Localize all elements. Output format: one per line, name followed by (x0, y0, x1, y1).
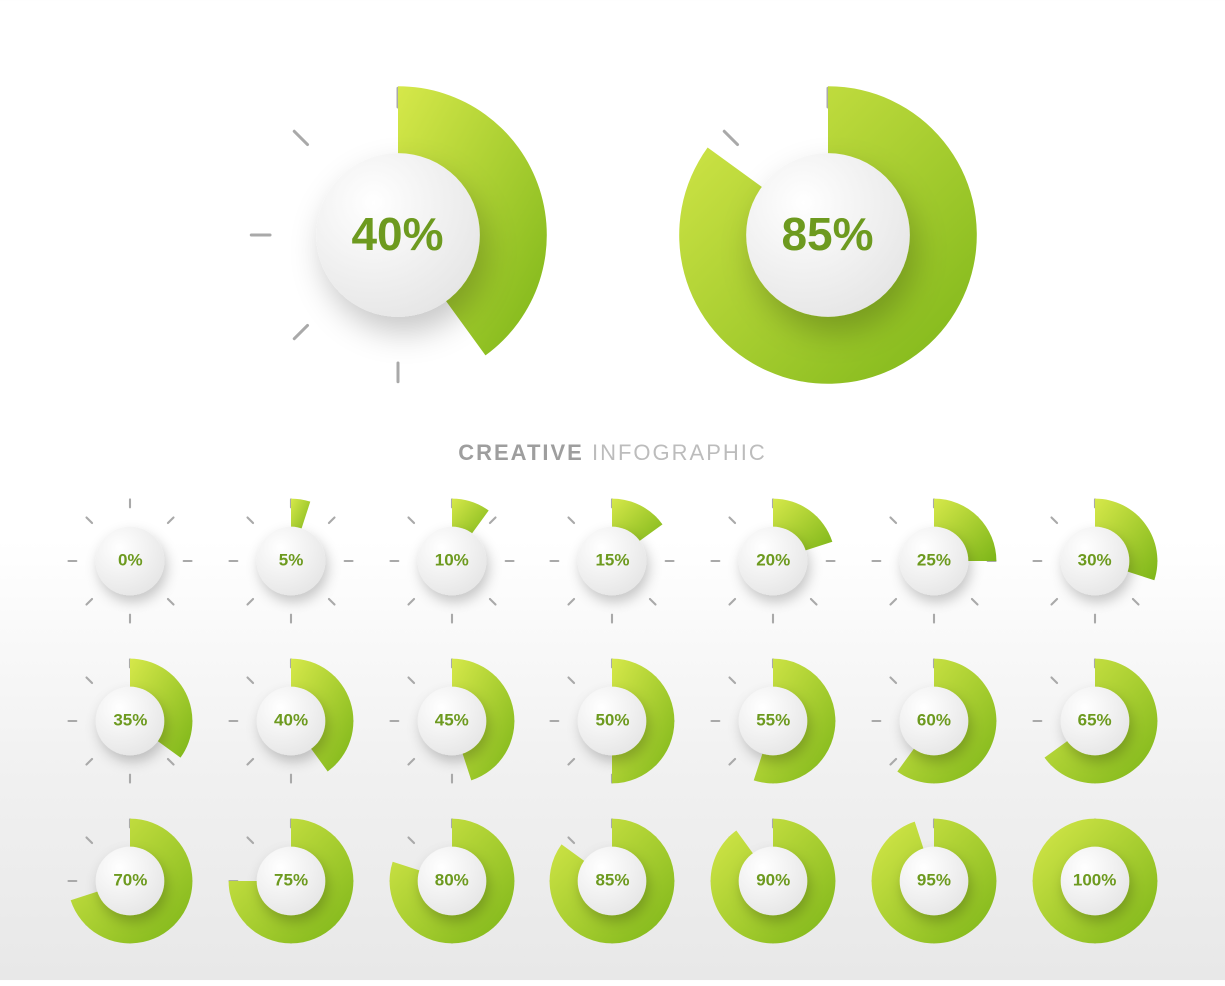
dial-percent-label: 95% (917, 871, 951, 891)
dial-percent-label: 25% (917, 551, 951, 571)
dial-grid-cell: 45% (371, 656, 532, 786)
dial-percent-label: 40% (274, 711, 308, 731)
dial-percent-label: 30% (1078, 551, 1112, 571)
dial-percent-label: 55% (756, 711, 790, 731)
dial-grid-cell: 95% (854, 816, 1015, 946)
percentage-dial: 95% (869, 816, 999, 946)
dial-percent-label: 15% (595, 551, 629, 571)
percentage-dial: 85% (673, 80, 983, 390)
percentage-dial: 5% (226, 496, 356, 626)
dial-percent-label: 50% (595, 711, 629, 731)
dial-percent-label: 85% (595, 871, 629, 891)
dial-percent-label: 100% (1073, 871, 1116, 891)
infographic-title: CREATIVE INFOGRAPHIC (0, 440, 1225, 466)
dial-grid-cell: 55% (693, 656, 854, 786)
percentage-dial: 15% (547, 496, 677, 626)
percentage-dial: 40% (243, 80, 553, 390)
percentage-dial: 90% (708, 816, 838, 946)
percentage-dial: 10% (387, 496, 517, 626)
percentage-dial: 70% (65, 816, 195, 946)
dial-percent-label: 10% (435, 551, 469, 571)
dial-grid-cell: 10% (371, 496, 532, 626)
percentage-dial: 75% (226, 816, 356, 946)
percentage-dial: 35% (65, 656, 195, 786)
dial-grid-cell: 15% (532, 496, 693, 626)
percentage-dial: 20% (708, 496, 838, 626)
percentage-dial: 45% (387, 656, 517, 786)
dial-grid-cell: 75% (211, 816, 372, 946)
dial-grid-cell: 60% (854, 656, 1015, 786)
dial-grid-cell: 20% (693, 496, 854, 626)
dial-grid-cell: 0% (50, 496, 211, 626)
percentage-dial: 65% (1030, 656, 1160, 786)
dial-grid-cell: 100% (1014, 816, 1175, 946)
dial-percent-label: 75% (274, 871, 308, 891)
title-light: INFOGRAPHIC (592, 440, 767, 465)
percentage-dial: 100% (1030, 816, 1160, 946)
dial-percent-label: 80% (435, 871, 469, 891)
dial-grid: 0% 5% 10% (0, 496, 1225, 986)
dial-grid-cell: 40% (211, 656, 372, 786)
dial-grid-cell: 70% (50, 816, 211, 946)
dial-grid-cell: 65% (1014, 656, 1175, 786)
percentage-dial: 50% (547, 656, 677, 786)
hero-dials-row: 40% 85% (0, 0, 1225, 430)
percentage-dial: 60% (869, 656, 999, 786)
dial-percent-label: 35% (113, 711, 147, 731)
dial-percent-label: 20% (756, 551, 790, 571)
dial-percent-label: 0% (118, 551, 143, 571)
dial-percent-label: 5% (279, 551, 304, 571)
title-bold: CREATIVE (458, 440, 584, 465)
percentage-dial: 55% (708, 656, 838, 786)
dial-grid-cell: 35% (50, 656, 211, 786)
dial-percent-label: 45% (435, 711, 469, 731)
dial-percent-label: 60% (917, 711, 951, 731)
dial-grid-cell: 25% (854, 496, 1015, 626)
percentage-dial: 85% (547, 816, 677, 946)
percentage-dial: 25% (869, 496, 999, 626)
dial-grid-cell: 5% (211, 496, 372, 626)
percentage-dial: 80% (387, 816, 517, 946)
percentage-dial: 0% (65, 496, 195, 626)
dial-percent-label: 90% (756, 871, 790, 891)
dial-grid-cell: 50% (532, 656, 693, 786)
dial-grid-cell: 80% (371, 816, 532, 946)
dial-percent-label: 70% (113, 871, 147, 891)
percentage-dial: 30% (1030, 496, 1160, 626)
dial-percent-label: 65% (1078, 711, 1112, 731)
percentage-dial: 40% (226, 656, 356, 786)
dial-grid-cell: 90% (693, 816, 854, 946)
dial-grid-cell: 30% (1014, 496, 1175, 626)
dial-grid-cell: 85% (532, 816, 693, 946)
dial-percent-label: 40% (351, 207, 443, 261)
dial-percent-label: 85% (781, 207, 873, 261)
